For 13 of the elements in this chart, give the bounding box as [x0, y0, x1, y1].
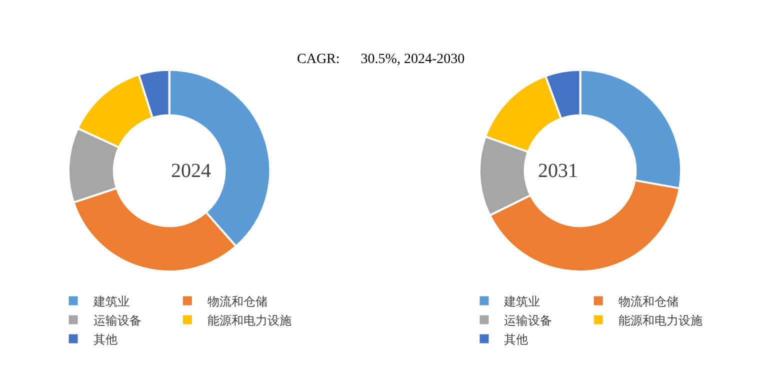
legend-label: 建筑业 [503, 294, 540, 308]
text: 2031 [538, 160, 578, 182]
legend-label: 其他 [504, 332, 528, 346]
legend-label: 能源和电力设施 [618, 313, 702, 328]
legend-label: 建筑业 [92, 294, 130, 308]
text: CAGR: 30.5%, 2024-2030 [297, 52, 465, 67]
legend-label: 其他 [93, 332, 118, 346]
legend-label: 物流和仓储 [618, 294, 678, 308]
legend-label: 运输设备 [93, 313, 142, 328]
legend-label: 运输设备 [504, 313, 552, 328]
text: 2024 [171, 160, 211, 182]
legend-label: 物流和仓储 [207, 294, 268, 308]
legend-label: 能源和电力设施 [207, 313, 292, 328]
